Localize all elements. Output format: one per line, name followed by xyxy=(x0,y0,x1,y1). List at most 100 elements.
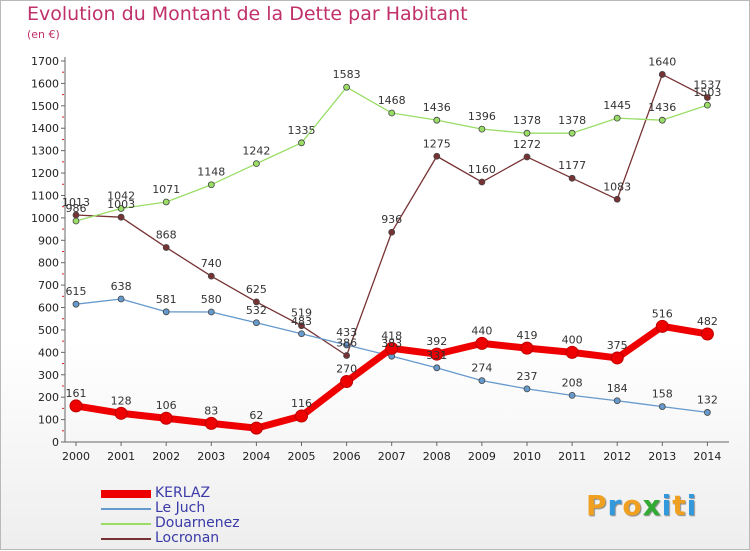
data-label-kerlaz: 83 xyxy=(204,404,218,417)
data-point-le-juch xyxy=(523,385,531,393)
data-point-kerlaz xyxy=(114,406,128,420)
chart-subtitle: (en €) xyxy=(27,28,60,41)
data-point-le-juch xyxy=(613,397,621,405)
x-tick-label: 2007 xyxy=(378,450,406,463)
data-point-kerlaz xyxy=(700,327,714,341)
legend-swatch xyxy=(101,523,151,525)
data-point-douarnenez xyxy=(523,129,531,137)
data-point-locronan xyxy=(117,213,125,221)
data-point-douarnenez xyxy=(343,83,351,91)
data-label-le-juch: 532 xyxy=(246,304,267,317)
data-label-le-juch: 581 xyxy=(156,293,177,306)
data-point-le-juch xyxy=(704,409,711,416)
data-point-le-juch xyxy=(252,319,260,327)
data-point-locronan xyxy=(433,152,441,160)
data-point-douarnenez xyxy=(298,139,305,147)
data-label-locronan: 1275 xyxy=(423,137,451,150)
x-tick-label: 2008 xyxy=(423,450,451,463)
data-point-kerlaz xyxy=(385,341,399,355)
y-tick-label: 1500 xyxy=(31,100,59,113)
data-label-kerlaz: 62 xyxy=(249,409,263,422)
data-label-le-juch: 274 xyxy=(471,362,492,375)
data-label-locronan: 1177 xyxy=(558,159,586,172)
data-label-le-juch: 208 xyxy=(562,376,583,389)
data-label-douarnenez: 1378 xyxy=(513,114,541,127)
y-tick-label: 1400 xyxy=(31,122,59,135)
data-point-douarnenez xyxy=(117,205,125,212)
data-label-douarnenez: 1436 xyxy=(423,101,451,114)
data-label-locronan: 1160 xyxy=(468,163,496,176)
x-tick-label: 2001 xyxy=(107,450,135,463)
data-label-le-juch: 615 xyxy=(66,285,87,298)
data-point-locronan xyxy=(523,153,531,161)
data-label-locronan: 386 xyxy=(336,336,357,349)
data-point-le-juch xyxy=(433,364,441,372)
x-tick-label: 2005 xyxy=(288,450,316,463)
data-label-locronan: 740 xyxy=(201,257,222,270)
data-point-kerlaz xyxy=(340,374,354,388)
y-tick-label: 200 xyxy=(38,391,59,404)
data-label-kerlaz: 418 xyxy=(381,329,402,342)
data-point-douarnenez xyxy=(613,114,621,122)
y-tick-label: 300 xyxy=(38,369,59,382)
data-point-kerlaz xyxy=(430,347,444,361)
y-tick-label: 700 xyxy=(38,279,59,292)
data-label-douarnenez: 1335 xyxy=(288,124,316,137)
legend-item-le-juch: Le Juch xyxy=(101,501,301,517)
legend-swatch xyxy=(101,508,151,510)
x-tick-label: 2009 xyxy=(468,450,496,463)
data-label-kerlaz: 482 xyxy=(697,315,718,328)
data-point-locronan xyxy=(207,272,215,280)
x-tick-label: 2006 xyxy=(333,450,361,463)
y-tick-label: 1000 xyxy=(31,212,59,225)
data-label-kerlaz: 419 xyxy=(517,329,538,342)
data-point-locronan xyxy=(613,195,621,203)
data-label-locronan: 1537 xyxy=(693,79,721,92)
data-label-kerlaz: 128 xyxy=(111,394,132,407)
data-point-le-juch xyxy=(478,377,486,384)
data-point-douarnenez xyxy=(433,116,441,124)
data-point-douarnenez xyxy=(252,160,260,168)
data-label-le-juch: 383 xyxy=(381,337,402,350)
legend-label: KERLAZ xyxy=(155,485,211,501)
data-point-kerlaz xyxy=(69,399,83,413)
data-point-le-juch xyxy=(298,330,305,338)
data-point-le-juch xyxy=(162,308,170,316)
data-point-le-juch xyxy=(343,341,351,349)
data-point-le-juch xyxy=(117,295,125,303)
data-label-kerlaz: 116 xyxy=(291,397,312,410)
legend-swatch xyxy=(101,538,151,540)
data-label-kerlaz: 400 xyxy=(562,333,583,346)
data-point-kerlaz xyxy=(655,319,669,333)
data-label-le-juch: 638 xyxy=(111,280,132,293)
data-label-locronan: 868 xyxy=(156,228,177,241)
legend-item-douarnenez: Douarnenez xyxy=(101,516,301,532)
data-point-locronan xyxy=(568,174,576,182)
x-tick-label: 2010 xyxy=(513,450,541,463)
x-tick-label: 2013 xyxy=(648,450,676,463)
chart-title: Evolution du Montant de la Dette par Hab… xyxy=(27,3,468,25)
data-point-locronan xyxy=(478,178,486,186)
data-label-locronan: 625 xyxy=(246,283,267,296)
data-point-le-juch xyxy=(658,403,666,410)
data-point-douarnenez xyxy=(478,125,486,133)
chart-axes: 0 100 200 300 400 500 600 700 800 900 1000 1100 1200… xyxy=(31,55,729,463)
y-tick-label: 1200 xyxy=(31,167,59,180)
data-label-douarnenez: 1148 xyxy=(197,166,225,179)
data-point-kerlaz xyxy=(475,336,489,350)
data-label-locronan: 1083 xyxy=(603,180,631,193)
data-label-kerlaz: 106 xyxy=(156,399,177,412)
chart-legend: KERLAZ Le Juch Douarnenez Locronan xyxy=(101,485,301,547)
data-point-kerlaz xyxy=(520,341,534,355)
data-point-locronan xyxy=(704,94,711,101)
data-label-locronan: 1272 xyxy=(513,138,541,151)
data-point-douarnenez xyxy=(162,198,170,206)
chart-data-labels: 161 128 106 83 62 116 270 418 392 440 419 400 375 516… xyxy=(62,55,721,422)
x-tick-label: 2011 xyxy=(558,450,586,463)
data-point-kerlaz xyxy=(204,416,218,430)
data-label-douarnenez: 986 xyxy=(66,202,87,215)
data-label-kerlaz: 440 xyxy=(471,324,492,337)
data-point-douarnenez xyxy=(704,101,711,109)
x-tick-label: 2003 xyxy=(197,450,225,463)
